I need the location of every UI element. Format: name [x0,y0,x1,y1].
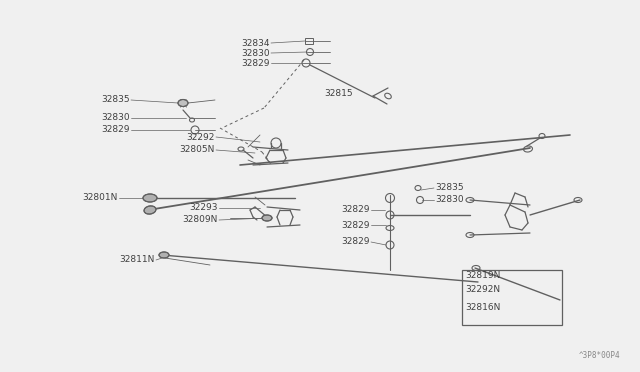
Text: 32801N: 32801N [83,193,118,202]
Text: 32819N: 32819N [465,270,500,279]
Ellipse shape [143,194,157,202]
Text: 32293: 32293 [189,203,218,212]
Text: 32834: 32834 [241,38,270,48]
Text: 32835: 32835 [435,183,463,192]
Text: 32829: 32829 [342,221,370,230]
Text: 32292N: 32292N [465,285,500,295]
Bar [305,38,313,44]
Text: 32809N: 32809N [182,215,218,224]
Text: 32829: 32829 [241,58,270,67]
Text: 32829: 32829 [342,237,370,247]
Text: ^3P8*00P4: ^3P8*00P4 [579,351,620,360]
Ellipse shape [178,99,188,106]
Text: 32830: 32830 [241,48,270,58]
Text: 32292: 32292 [187,132,215,141]
Text: 32829: 32829 [342,205,370,215]
Text: 32816N: 32816N [465,304,500,312]
Text: 32811N: 32811N [120,256,155,264]
Text: 32835: 32835 [101,96,130,105]
Ellipse shape [262,215,272,221]
Ellipse shape [159,252,169,258]
Text: 32830: 32830 [435,196,463,205]
Text: 32805N: 32805N [180,145,215,154]
Ellipse shape [144,206,156,214]
Text: 32829: 32829 [102,125,130,135]
Bar [462,270,562,325]
Text: 32830: 32830 [101,113,130,122]
Text: 32815: 32815 [324,89,353,97]
